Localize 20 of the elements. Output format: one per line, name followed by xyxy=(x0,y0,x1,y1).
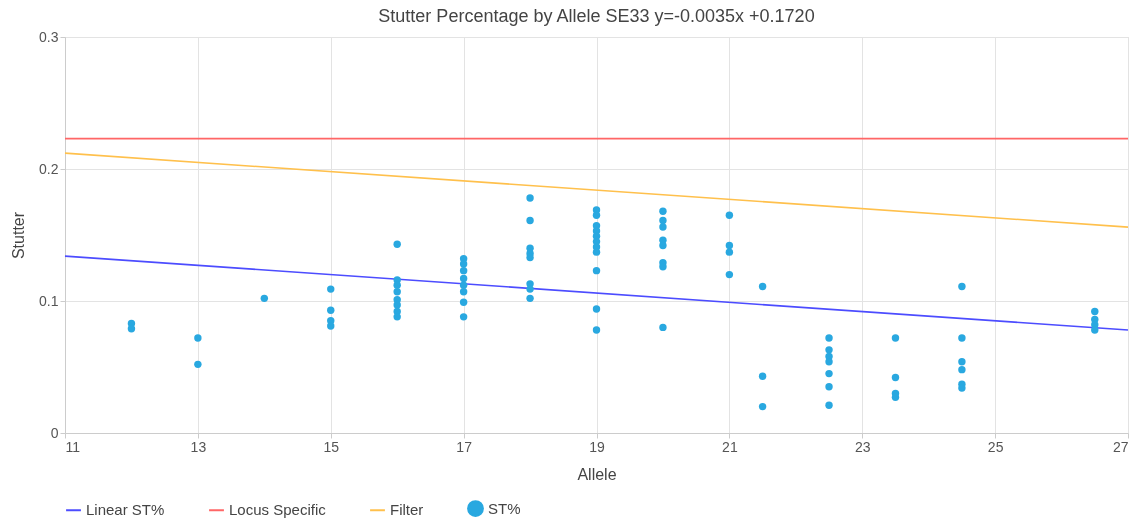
y-tick-label: 0.3 xyxy=(39,28,59,45)
y-tick-label: 0.1 xyxy=(39,292,59,309)
x-tick-label: 21 xyxy=(722,438,738,455)
x-axis-title: Allele xyxy=(577,465,617,483)
x-tick-label: 13 xyxy=(190,438,207,455)
x-tick-label: 25 xyxy=(987,438,1004,455)
x-tick-label: 27 xyxy=(1112,438,1129,455)
y-tick-label: 0 xyxy=(50,424,59,441)
legend-label: Filter xyxy=(390,501,424,519)
x-tick-label: 19 xyxy=(589,438,605,455)
x-tick-label: 15 xyxy=(323,438,340,455)
legend-label: Linear ST% xyxy=(86,501,165,519)
chart-title: Stutter Percentage by Allele SE33 y=-0.0035x +0.1720 xyxy=(378,6,815,26)
legend-label: Locus Specific xyxy=(229,501,327,519)
legend-label: ST% xyxy=(488,499,521,517)
x-tick-label: 11 xyxy=(65,438,81,455)
y-tick-label: 0.2 xyxy=(39,160,59,177)
y-axis-title: Stutter xyxy=(10,211,28,260)
x-tick-label: 17 xyxy=(456,438,473,455)
x-tick-label: 23 xyxy=(854,438,871,455)
